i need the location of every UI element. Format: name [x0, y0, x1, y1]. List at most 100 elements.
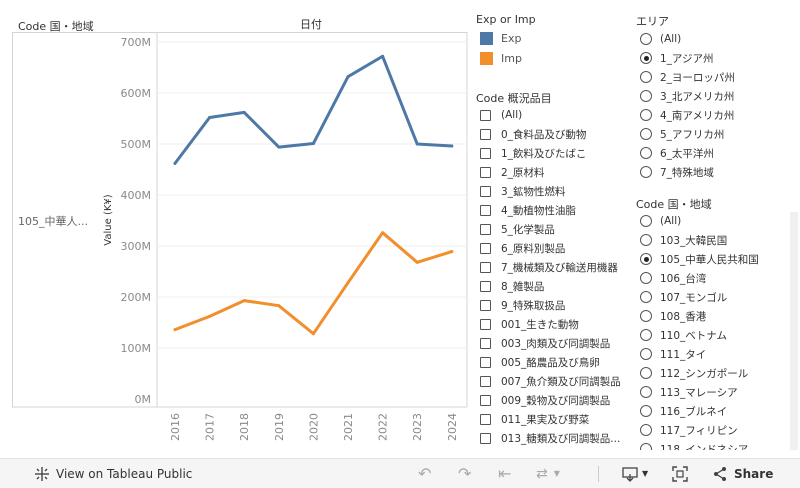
data-point-imp[interactable]: [450, 250, 454, 254]
area-filter-item[interactable]: 3_北アメリカ州: [640, 87, 734, 105]
goods-filter-item[interactable]: 001_生きた動物: [480, 315, 579, 333]
data-point-imp[interactable]: [208, 314, 212, 318]
radio-button[interactable]: [640, 234, 652, 246]
area-filter-item[interactable]: 7_特殊地域: [640, 163, 714, 181]
country-filter-item[interactable]: 110_ベトナム: [640, 326, 727, 344]
country-filter-item[interactable]: 112_シンガポール: [640, 364, 748, 382]
goods-filter-item[interactable]: 9_特殊取扱品: [480, 296, 565, 314]
radio-button[interactable]: [640, 405, 652, 417]
data-point-exp[interactable]: [346, 75, 350, 79]
checkbox[interactable]: [480, 109, 491, 121]
country-filter-item[interactable]: 116_ブルネイ: [640, 402, 727, 420]
download-button[interactable]: ▼: [622, 459, 648, 488]
radio-button[interactable]: [640, 367, 652, 379]
radio-button[interactable]: [640, 253, 652, 265]
checkbox[interactable]: [480, 204, 491, 216]
data-point-imp[interactable]: [346, 281, 350, 285]
radio-button[interactable]: [640, 291, 652, 303]
radio-button[interactable]: [640, 348, 652, 360]
area-filter-item[interactable]: 5_アフリカ州: [640, 125, 724, 143]
goods-filter-item[interactable]: 5_化学製品: [480, 220, 555, 238]
undo-button[interactable]: ↶: [418, 459, 431, 488]
checkbox[interactable]: [480, 375, 491, 387]
country-scrollbar[interactable]: [790, 212, 798, 450]
radio-button[interactable]: [640, 147, 652, 159]
country-filter-item[interactable]: 103_大韓民国: [640, 231, 727, 249]
goods-filter-item[interactable]: 7_機械類及び輸送用機器: [480, 258, 618, 276]
legend-item-imp[interactable]: Imp: [480, 50, 522, 66]
data-point-exp[interactable]: [415, 142, 419, 146]
checkbox[interactable]: [480, 337, 491, 349]
radio-button[interactable]: [640, 386, 652, 398]
country-filter-item[interactable]: 113_マレーシア: [640, 383, 738, 401]
checkbox[interactable]: [480, 432, 491, 444]
data-point-exp[interactable]: [381, 54, 385, 58]
radio-button[interactable]: [640, 52, 652, 64]
goods-filter-item[interactable]: 1_飲料及びたばこ: [480, 144, 586, 162]
data-point-imp[interactable]: [242, 299, 246, 303]
checkbox[interactable]: [480, 147, 491, 159]
data-point-exp[interactable]: [450, 144, 454, 148]
goods-filter-item[interactable]: 007_魚介類及び同調製品: [480, 372, 621, 390]
goods-filter-item[interactable]: 4_動植物性油脂: [480, 201, 576, 219]
data-point-exp[interactable]: [173, 161, 177, 165]
data-point-imp[interactable]: [381, 231, 385, 235]
data-point-exp[interactable]: [277, 145, 281, 149]
checkbox[interactable]: [480, 166, 491, 178]
checkbox[interactable]: [480, 261, 491, 273]
country-filter-item[interactable]: 118_インドネシア: [640, 440, 748, 450]
country-filter-item[interactable]: 105_中華人民共和国: [640, 250, 759, 268]
checkbox[interactable]: [480, 299, 491, 311]
checkbox[interactable]: [480, 394, 491, 406]
radio-button[interactable]: [640, 109, 652, 121]
data-point-imp[interactable]: [277, 304, 281, 308]
checkbox[interactable]: [480, 413, 491, 425]
radio-button[interactable]: [640, 128, 652, 140]
checkbox[interactable]: [480, 356, 491, 368]
data-point-imp[interactable]: [415, 260, 419, 264]
country-filter-item[interactable]: 107_モンゴル: [640, 288, 727, 306]
area-filter-item[interactable]: 1_アジア州: [640, 49, 714, 67]
radio-button[interactable]: [640, 215, 652, 227]
radio-button[interactable]: [640, 443, 652, 450]
country-filter-item[interactable]: 108_香港: [640, 307, 706, 325]
area-filter-item[interactable]: 4_南アメリカ州: [640, 106, 734, 124]
checkbox[interactable]: [480, 223, 491, 235]
goods-filter-item[interactable]: 0_食料品及び動物: [480, 125, 586, 143]
data-point-exp[interactable]: [208, 115, 212, 119]
goods-filter-item[interactable]: 013_糖類及び同調製品...: [480, 429, 620, 447]
area-filter-item[interactable]: (All): [640, 30, 681, 48]
goods-filter-item[interactable]: (All): [480, 106, 522, 124]
radio-button[interactable]: [640, 90, 652, 102]
legend-item-exp[interactable]: Exp: [480, 30, 521, 46]
goods-filter-item[interactable]: 2_原材料: [480, 163, 544, 181]
fullscreen-button[interactable]: [672, 459, 688, 488]
checkbox[interactable]: [480, 280, 491, 292]
view-on-tableau-button[interactable]: View on Tableau Public: [34, 459, 192, 488]
checkbox[interactable]: [480, 185, 491, 197]
data-point-imp[interactable]: [173, 328, 177, 332]
checkbox[interactable]: [480, 242, 491, 254]
goods-filter-item[interactable]: 009_穀物及び同調製品: [480, 391, 610, 409]
data-point-exp[interactable]: [311, 141, 315, 145]
goods-filter-item[interactable]: 3_鉱物性燃料: [480, 182, 565, 200]
radio-button[interactable]: [640, 272, 652, 284]
area-filter-item[interactable]: 2_ヨーロッパ州: [640, 68, 735, 86]
data-point-imp[interactable]: [311, 332, 315, 336]
checkbox[interactable]: [480, 318, 491, 330]
goods-filter-item[interactable]: 005_酪農品及び鳥卵: [480, 353, 600, 371]
radio-button[interactable]: [640, 310, 652, 322]
radio-button[interactable]: [640, 33, 652, 45]
goods-filter-item[interactable]: 6_原料別製品: [480, 239, 565, 257]
radio-button[interactable]: [640, 424, 652, 436]
radio-button[interactable]: [640, 166, 652, 178]
goods-filter-item[interactable]: 011_果実及び野菜: [480, 410, 589, 428]
country-filter-item[interactable]: 117_フィリピン: [640, 421, 738, 439]
redo-button[interactable]: ↷: [458, 459, 471, 488]
goods-filter-item[interactable]: 003_肉類及び同調製品: [480, 334, 610, 352]
revert-button[interactable]: ⇤: [498, 459, 511, 488]
refresh-button[interactable]: ⇄ ▼: [536, 459, 560, 488]
country-filter-item[interactable]: (All): [640, 212, 681, 230]
radio-button[interactable]: [640, 329, 652, 341]
data-point-exp[interactable]: [242, 110, 246, 114]
